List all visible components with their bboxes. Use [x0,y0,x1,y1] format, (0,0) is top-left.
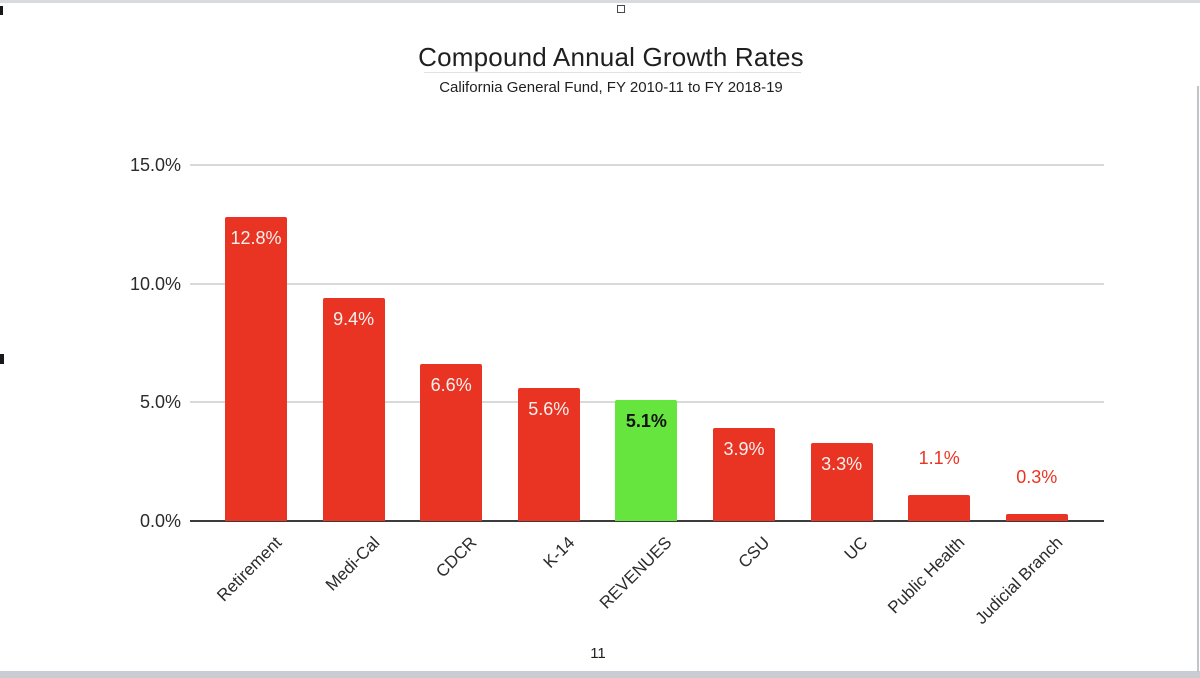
bar-value-label-revenues: 5.1% [625,410,667,431]
y-tick-label-0.0%: 0.0% [139,511,181,531]
x-axis-line [190,520,1104,522]
gridline-10.0% [190,282,1104,285]
selection-handle-top-left[interactable] [0,6,3,15]
bar-public-health [908,494,971,521]
bar-csu: 3.9% [713,428,775,521]
bar-k-14: 5.6% [517,388,580,521]
bar-revenues: 5.1% [615,399,678,521]
bar-retirement: 12.8% [225,217,287,521]
gridline-15.0% [190,164,1104,166]
page-number: 11 [590,645,606,662]
bar-value-label-uc: 3.3% [821,453,863,474]
window-bottom-edge [0,671,1200,678]
bar-medi-cal: 9.4% [322,297,385,521]
y-tick-label-10.0%: 10.0% [129,273,181,294]
bar-value-label-k-14: 5.6% [528,399,570,420]
bar-value-label-medi-cal: 9.4% [333,308,375,329]
y-tick-label-5.0%: 5.0% [139,392,181,413]
bar-uc: 3.3% [810,442,873,521]
chart-subtitle: California General Fund, FY 2010-11 to F… [439,79,783,96]
bar-judicial-branch [1005,513,1068,521]
window-top-edge [0,0,1200,3]
canvas-right-border [1197,86,1199,672]
bar-value-label-cdcr: 6.6% [430,375,472,396]
bar-cdcr: 6.6% [420,364,483,521]
selection-handle-top[interactable] [617,5,625,13]
bar-value-label-public-health: 1.1% [918,447,960,468]
chart-title: Compound Annual Growth Rates [418,42,804,72]
title-underline [424,72,801,73]
bar-value-label-judicial-branch: 0.3% [1016,466,1058,487]
selection-handle-left[interactable] [0,354,4,364]
y-tick-label-15.0%: 15.0% [129,155,181,175]
bar-value-label-csu: 3.9% [723,439,765,460]
bar-value-label-retirement: 12.8% [230,228,282,249]
